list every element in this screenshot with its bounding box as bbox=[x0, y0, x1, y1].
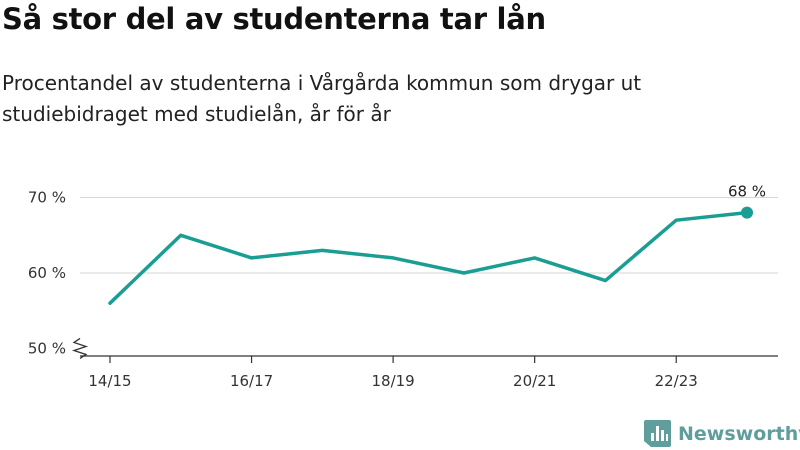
chart-title: Så stor del av studenterna tar lån bbox=[2, 2, 546, 36]
brand[interactable]: Newsworthy bbox=[644, 420, 800, 447]
x-tick-label-22/23: 22/23 bbox=[655, 372, 698, 390]
x-tick-label-20/21: 20/21 bbox=[513, 372, 556, 390]
newsworthy-logo-icon bbox=[644, 420, 671, 447]
x-tick-label-14/15: 14/15 bbox=[88, 372, 131, 390]
series-line bbox=[108, 210, 749, 305]
data-point-23/24 bbox=[741, 206, 753, 219]
y-tick-label-50: 50 % bbox=[28, 339, 66, 357]
brand-name: Newsworthy bbox=[678, 422, 800, 445]
axis-break-icon bbox=[71, 337, 89, 359]
x-tick-label-18/19: 18/19 bbox=[371, 372, 414, 390]
y-tick-label-70: 70 % bbox=[28, 189, 66, 207]
data-label-23/24: 68 % bbox=[728, 183, 766, 201]
y-tick-label-60: 60 % bbox=[28, 264, 66, 282]
chart-subtitle: Procentandel av studenterna i Vårgårda k… bbox=[2, 71, 642, 126]
x-tick-label-16/17: 16/17 bbox=[230, 372, 273, 390]
